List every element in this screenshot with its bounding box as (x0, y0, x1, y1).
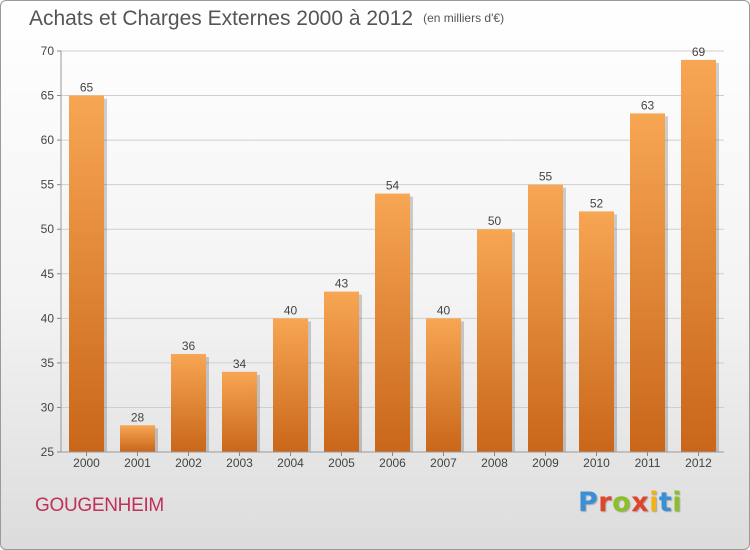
bar-2005 (324, 291, 359, 452)
data-label-2006: 54 (386, 179, 400, 193)
bars (69, 59, 719, 453)
data-label-2009: 55 (539, 170, 553, 184)
y-tick-label: 50 (41, 222, 55, 236)
data-label-2005: 43 (335, 277, 349, 291)
y-tick-label: 30 (41, 400, 55, 414)
x-tick-label: 2006 (379, 456, 406, 470)
y-tick-label: 25 (41, 445, 55, 459)
proxiti-logo: Proxiti (578, 487, 682, 518)
logo-letter: t (658, 487, 673, 518)
y-tick-label: 70 (41, 44, 55, 58)
bar-2002 (171, 353, 206, 452)
bar-2006 (375, 193, 410, 453)
x-tick-label: 2001 (124, 456, 151, 470)
x-tick-label: 2000 (73, 456, 100, 470)
x-tick-label: 2002 (175, 456, 202, 470)
bar-2003 (222, 371, 257, 452)
logo-letter: i (672, 487, 683, 518)
y-tick-label: 65 (41, 89, 55, 103)
x-tick-label: 2009 (532, 456, 559, 470)
logo-letter: o (612, 487, 632, 518)
bar-2008 (477, 229, 512, 452)
y-tick-label: 40 (41, 311, 55, 325)
logo-letter: i (649, 487, 659, 518)
data-label-2004: 40 (284, 303, 298, 317)
y-tick-label: 35 (41, 356, 55, 370)
bar-2009 (528, 184, 563, 452)
y-tick-label: 55 (41, 178, 55, 192)
x-tick-label: 2012 (685, 456, 712, 470)
x-tick-label: 2008 (481, 456, 508, 470)
logo-letter: x (631, 487, 650, 518)
y-tick-label: 45 (41, 267, 55, 281)
data-label-2010: 52 (590, 196, 604, 210)
logo-letter: P (578, 487, 599, 518)
data-label-2012: 69 (692, 45, 706, 59)
bar-2007 (426, 318, 461, 452)
bar-2004 (273, 318, 308, 452)
x-tick-label: 2011 (635, 456, 661, 470)
data-labels: 65 28 36 34 40 43 54 40 50 55 52 63 69 (80, 45, 706, 424)
x-tick-label: 2010 (583, 456, 610, 470)
bar-2010 (579, 211, 614, 452)
bar-2000 (69, 95, 104, 453)
data-label-2001: 28 (131, 410, 145, 424)
y-axis: 25 30 35 40 45 50 55 60 65 70 (41, 44, 724, 459)
logo-letter: r (598, 487, 613, 518)
chart-title-text: Achats et Charges Externes 2000 à 2012 (29, 7, 414, 30)
bar-2011 (630, 113, 665, 452)
data-label-2000: 65 (80, 81, 94, 95)
x-tick-label: 2005 (328, 456, 355, 470)
x-tick-label: 2003 (226, 456, 253, 470)
bar-2001 (120, 425, 155, 452)
x-tick-label: 2007 (430, 456, 457, 470)
data-label-2003: 34 (233, 357, 247, 371)
x-tick-label: 2004 (277, 456, 304, 470)
data-label-2008: 50 (488, 214, 502, 228)
data-label-2007: 40 (437, 303, 451, 317)
bar-2012 (681, 59, 716, 453)
x-axis: 2000 2001 2002 2003 2004 2005 2006 2007 2008 2009… (73, 452, 712, 470)
chart-title: Achats et Charges Externes 2000 à 2012 (e… (29, 7, 504, 31)
chart-subtitle: (en milliers d'€) (423, 11, 505, 25)
commune-name: GOUGENHEIM (35, 495, 164, 516)
y-tick-label: 60 (41, 133, 55, 147)
data-label-2002: 36 (182, 339, 196, 353)
data-label-2011: 63 (641, 98, 655, 112)
